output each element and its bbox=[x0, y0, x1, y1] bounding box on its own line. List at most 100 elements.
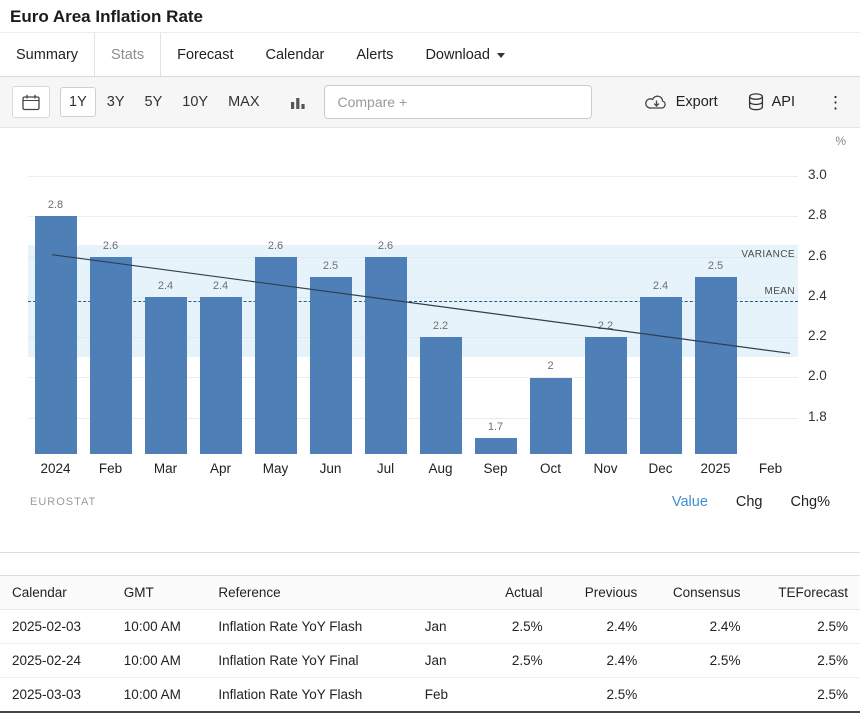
chevron-down-icon bbox=[497, 53, 505, 58]
x-axis: 2024FebMarAprMayJunJulAugSepOctNovDec202… bbox=[0, 461, 860, 476]
cell: 2.4% bbox=[555, 644, 650, 678]
x-tick-label: Aug bbox=[413, 461, 468, 476]
x-tick-label: Jul bbox=[358, 461, 413, 476]
cloud-download-icon bbox=[645, 94, 668, 111]
cell: Inflation Rate YoY Flash bbox=[206, 610, 412, 644]
column-header-teforecast: TEForecast bbox=[752, 576, 860, 610]
cell: 2.5% bbox=[555, 678, 650, 713]
cell: 2.5% bbox=[752, 644, 860, 678]
range-10y-button[interactable]: 10Y bbox=[173, 87, 217, 117]
cell: 2.5% bbox=[477, 610, 554, 644]
x-tick-label: Mar bbox=[138, 461, 193, 476]
tab-label: Stats bbox=[111, 47, 144, 63]
column-header-consensus: Consensus bbox=[649, 576, 752, 610]
y-tick-label: 2.6 bbox=[808, 248, 827, 263]
cell: Feb bbox=[413, 678, 478, 713]
chart-type-button[interactable] bbox=[286, 90, 310, 114]
plot-area: VARIANCE MEAN 2.82.62.42.42.62.52.62.21.… bbox=[28, 154, 798, 454]
view-chg-link[interactable]: Chg bbox=[736, 494, 763, 510]
tab-stats[interactable]: Stats bbox=[94, 33, 161, 76]
x-tick-label: Feb bbox=[83, 461, 138, 476]
cell: 10:00 AM bbox=[112, 644, 207, 678]
y-tick-label: 2.2 bbox=[808, 328, 827, 343]
cell: 2025-02-24 bbox=[0, 644, 112, 678]
cell: 2.4% bbox=[555, 610, 650, 644]
y-tick-label: 2.8 bbox=[808, 207, 827, 222]
cell: Jan bbox=[413, 610, 478, 644]
database-icon bbox=[748, 93, 764, 111]
trend-line bbox=[28, 154, 798, 454]
range-max-button[interactable]: MAX bbox=[219, 87, 268, 117]
cell: 2025-02-03 bbox=[0, 610, 112, 644]
x-tick-label: 2024 bbox=[28, 461, 83, 476]
y-tick-label: 2.4 bbox=[808, 288, 827, 303]
column-header-gmt: GMT bbox=[112, 576, 207, 610]
y-axis-unit-label: % bbox=[0, 134, 860, 154]
calendar-table-body: 2025-02-0310:00 AMInflation Rate YoY Fla… bbox=[0, 610, 860, 713]
x-tick-label: Apr bbox=[193, 461, 248, 476]
cell: 2.5% bbox=[649, 644, 752, 678]
date-range-picker-button[interactable] bbox=[12, 86, 50, 118]
table-row: 2025-03-0310:00 AMInflation Rate YoY Fla… bbox=[0, 678, 860, 713]
export-label: Export bbox=[676, 94, 718, 110]
calendar-icon bbox=[22, 94, 40, 111]
tab-forecast[interactable]: Forecast bbox=[161, 33, 249, 76]
column-header-previous: Previous bbox=[555, 576, 650, 610]
y-axis: 3.02.82.62.42.22.01.8 bbox=[798, 154, 852, 454]
view-chgpct-link[interactable]: Chg% bbox=[791, 494, 831, 510]
calendar-table-head-row: CalendarGMTReference ActualPreviousConsen… bbox=[0, 576, 860, 610]
range-3y-button[interactable]: 3Y bbox=[98, 87, 134, 117]
calendar-table: CalendarGMTReference ActualPreviousConsen… bbox=[0, 575, 860, 713]
compare-input[interactable] bbox=[324, 85, 592, 119]
x-tick-label: Oct bbox=[523, 461, 578, 476]
column-header-calendar: Calendar bbox=[0, 576, 112, 610]
x-tick-label: Nov bbox=[578, 461, 633, 476]
cell: Inflation Rate YoY Final bbox=[206, 644, 412, 678]
tab-label: Forecast bbox=[177, 47, 233, 63]
cell: 2025-03-03 bbox=[0, 678, 112, 713]
column-header bbox=[413, 576, 478, 610]
x-tick-label: Feb bbox=[743, 461, 798, 476]
cell: Inflation Rate YoY Flash bbox=[206, 678, 412, 713]
chart-footer: EUROSTAT Value Chg Chg% bbox=[0, 476, 860, 510]
chart-toolbar: 1Y3Y5Y10YMAX Export bbox=[0, 77, 860, 128]
column-header-actual: Actual bbox=[477, 576, 554, 610]
cell bbox=[649, 678, 752, 713]
cell: 10:00 AM bbox=[112, 610, 207, 644]
x-tick-label: Dec bbox=[633, 461, 688, 476]
cell: Jan bbox=[413, 644, 478, 678]
api-button[interactable]: API bbox=[746, 89, 797, 115]
cell bbox=[477, 678, 554, 713]
table-row: 2025-02-2410:00 AMInflation Rate YoY Fin… bbox=[0, 644, 860, 678]
y-tick-label: 3.0 bbox=[808, 167, 827, 182]
tabs: Summary Stats Forecast Calendar Alerts Downlo… bbox=[0, 33, 860, 77]
export-button[interactable]: Export bbox=[643, 90, 720, 115]
tab-calendar[interactable]: Calendar bbox=[250, 33, 341, 76]
tab-label: Download bbox=[425, 47, 490, 63]
cell: 2.5% bbox=[752, 678, 860, 713]
x-tick-label: Jun bbox=[303, 461, 358, 476]
tab-alerts[interactable]: Alerts bbox=[340, 33, 409, 76]
chart-section: % VARIANCE MEAN 2.82.62.42.42.62.52.62.2… bbox=[0, 128, 860, 553]
tab-download[interactable]: Download bbox=[409, 33, 521, 76]
cell: 2.5% bbox=[752, 610, 860, 644]
cell: 10:00 AM bbox=[112, 678, 207, 713]
tab-label: Summary bbox=[16, 47, 78, 63]
x-tick-label: 2025 bbox=[688, 461, 743, 476]
x-tick-label: May bbox=[248, 461, 303, 476]
range-5y-button[interactable]: 5Y bbox=[136, 87, 172, 117]
kebab-menu-icon[interactable] bbox=[823, 94, 848, 111]
x-tick-label: Sep bbox=[468, 461, 523, 476]
column-header-reference: Reference bbox=[206, 576, 412, 610]
cell: 2.4% bbox=[649, 610, 752, 644]
page-title: Euro Area Inflation Rate bbox=[0, 0, 860, 33]
tab-summary[interactable]: Summary bbox=[0, 33, 94, 76]
view-value-link[interactable]: Value bbox=[672, 494, 708, 510]
range-1y-button[interactable]: 1Y bbox=[60, 87, 96, 117]
y-tick-label: 1.8 bbox=[808, 409, 827, 424]
toolbar-right: Export API bbox=[643, 89, 848, 115]
tab-label: Calendar bbox=[266, 47, 325, 63]
view-mode-links: Value Chg Chg% bbox=[672, 494, 830, 510]
tab-label: Alerts bbox=[356, 47, 393, 63]
source-attribution: EUROSTAT bbox=[30, 496, 96, 508]
